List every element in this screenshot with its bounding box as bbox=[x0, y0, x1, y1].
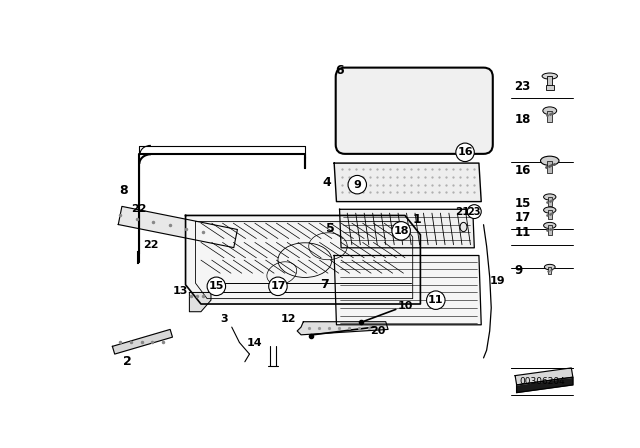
Text: 1: 1 bbox=[412, 213, 421, 226]
Polygon shape bbox=[515, 368, 573, 385]
Polygon shape bbox=[516, 377, 573, 392]
Ellipse shape bbox=[543, 222, 556, 228]
Circle shape bbox=[207, 277, 225, 296]
Polygon shape bbox=[186, 215, 420, 304]
Text: 16: 16 bbox=[515, 164, 531, 177]
Ellipse shape bbox=[541, 156, 559, 165]
Circle shape bbox=[460, 77, 484, 100]
Text: 2: 2 bbox=[124, 355, 132, 368]
Bar bbox=[547, 161, 552, 173]
Polygon shape bbox=[189, 293, 211, 312]
Ellipse shape bbox=[545, 264, 555, 270]
Polygon shape bbox=[342, 75, 485, 146]
Text: 9: 9 bbox=[353, 180, 361, 190]
Polygon shape bbox=[334, 255, 481, 325]
Ellipse shape bbox=[543, 207, 556, 213]
Text: 11: 11 bbox=[515, 226, 531, 239]
Text: 22: 22 bbox=[132, 204, 147, 214]
Bar bbox=[548, 210, 552, 220]
Ellipse shape bbox=[543, 194, 556, 200]
Polygon shape bbox=[118, 207, 237, 248]
Bar bbox=[548, 225, 552, 235]
Text: 00306204: 00306204 bbox=[519, 376, 565, 386]
Text: 19: 19 bbox=[490, 276, 505, 286]
FancyBboxPatch shape bbox=[336, 68, 493, 154]
Circle shape bbox=[344, 123, 367, 146]
Text: 7: 7 bbox=[321, 278, 330, 291]
Text: 13: 13 bbox=[172, 286, 188, 296]
Text: 5: 5 bbox=[326, 222, 335, 235]
Text: 4: 4 bbox=[322, 176, 331, 189]
Bar bbox=[548, 197, 552, 206]
Text: 18: 18 bbox=[394, 226, 409, 236]
Text: 17: 17 bbox=[270, 281, 285, 291]
Polygon shape bbox=[113, 329, 172, 354]
Ellipse shape bbox=[543, 107, 557, 115]
Text: 6: 6 bbox=[335, 64, 344, 77]
Circle shape bbox=[456, 143, 474, 162]
Circle shape bbox=[427, 291, 445, 310]
Polygon shape bbox=[334, 163, 481, 202]
Bar bbox=[546, 85, 554, 90]
Polygon shape bbox=[340, 209, 474, 248]
Text: 3: 3 bbox=[220, 314, 228, 324]
Bar bbox=[547, 76, 552, 87]
Bar bbox=[548, 267, 551, 274]
Bar bbox=[547, 111, 552, 121]
Circle shape bbox=[344, 77, 367, 100]
Text: 9: 9 bbox=[515, 264, 523, 277]
Circle shape bbox=[269, 277, 287, 296]
Text: 10: 10 bbox=[397, 302, 413, 311]
Circle shape bbox=[348, 176, 367, 194]
Circle shape bbox=[467, 205, 481, 219]
Polygon shape bbox=[297, 322, 388, 335]
Text: 23: 23 bbox=[515, 80, 531, 93]
Text: 18: 18 bbox=[515, 113, 531, 126]
Text: 14: 14 bbox=[247, 337, 262, 348]
Text: 17: 17 bbox=[515, 211, 531, 224]
Circle shape bbox=[460, 123, 484, 146]
Text: 11: 11 bbox=[428, 295, 444, 305]
Text: 12: 12 bbox=[280, 314, 296, 324]
Ellipse shape bbox=[542, 73, 557, 79]
Text: 22: 22 bbox=[143, 240, 159, 250]
Text: 8: 8 bbox=[120, 184, 128, 197]
Text: 21: 21 bbox=[456, 207, 470, 217]
Ellipse shape bbox=[460, 222, 467, 232]
Text: 23: 23 bbox=[468, 207, 481, 217]
Text: 15: 15 bbox=[515, 198, 531, 211]
Text: 20: 20 bbox=[371, 326, 386, 336]
Text: 16: 16 bbox=[457, 147, 473, 157]
Text: 15: 15 bbox=[209, 281, 224, 291]
Circle shape bbox=[392, 222, 410, 240]
